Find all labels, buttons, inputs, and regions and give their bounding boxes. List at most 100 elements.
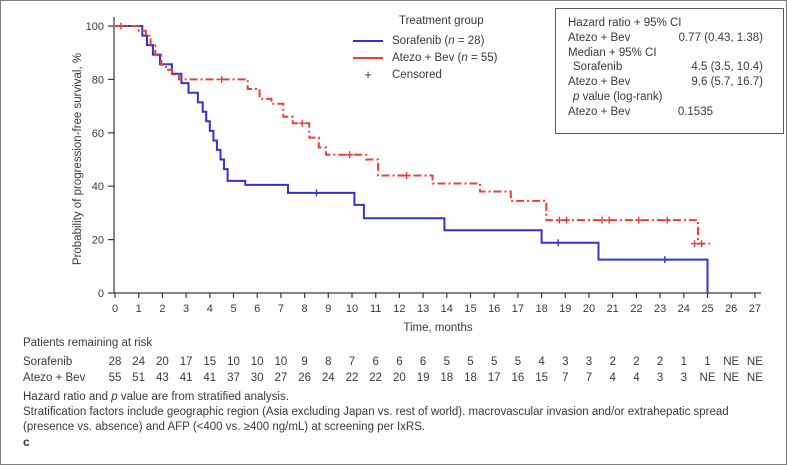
x-tick-label: 11 bbox=[370, 303, 381, 315]
censored-plus-icon: + bbox=[364, 67, 372, 82]
atezo-bev-line-swatch bbox=[353, 56, 383, 59]
x-tick-label: 17 bbox=[512, 303, 524, 315]
at-risk-value: 2 bbox=[609, 356, 616, 368]
footnote-line-1: Hazard ratio and p value are from strati… bbox=[23, 391, 289, 403]
at-risk-value: 7 bbox=[562, 372, 569, 384]
stats-row-median-sorafenib: Sorafenib 4.5 (3.5, 10.4) bbox=[573, 61, 763, 74]
at-risk-value: 55 bbox=[108, 372, 122, 384]
at-risk-row-label: Atezo + Bev bbox=[23, 372, 86, 384]
at-risk-value: NE bbox=[723, 372, 740, 384]
x-tick-label: 18 bbox=[535, 303, 547, 315]
at-risk-value: 18 bbox=[464, 372, 477, 384]
at-risk-value: 22 bbox=[369, 372, 383, 384]
km-curve-atezo-bev bbox=[115, 25, 710, 245]
x-tick-label: 20 bbox=[583, 303, 595, 315]
at-risk-value: 30 bbox=[250, 372, 264, 384]
stats-row-pvalue-header: p value (log-rank) bbox=[573, 90, 663, 103]
at-risk-value: 10 bbox=[274, 356, 288, 368]
at-risk-value: NE bbox=[723, 356, 740, 368]
x-tick-label: 1 bbox=[136, 303, 142, 315]
stats-row-median-atezo: Atezo + Bev 9.6 (5.7, 16.7) bbox=[568, 76, 763, 89]
at-risk-value: 22 bbox=[345, 372, 359, 384]
at-risk-value: 5 bbox=[514, 356, 522, 368]
at-risk-value: 6 bbox=[372, 356, 379, 368]
at-risk-value: 3 bbox=[680, 372, 687, 384]
y-axis-label: Probability of progression-free survival… bbox=[72, 53, 84, 265]
at-risk-value: NE bbox=[699, 372, 716, 384]
at-risk-value: 6 bbox=[396, 356, 403, 368]
y-tick-label: 0 bbox=[98, 288, 104, 300]
at-risk-value: 10 bbox=[227, 356, 240, 368]
at-risk-value: 24 bbox=[321, 372, 335, 384]
at-risk-value: 3 bbox=[585, 356, 593, 368]
y-tick-label: 40 bbox=[92, 181, 104, 193]
at-risk-value: 1 bbox=[680, 356, 687, 368]
legend-item-label: Sorafenib (n = 28) bbox=[392, 34, 485, 47]
x-tick-label: 24 bbox=[678, 303, 690, 315]
x-tick-label: 4 bbox=[207, 303, 213, 315]
x-tick-label: 25 bbox=[701, 303, 713, 315]
at-risk-value: NE bbox=[746, 372, 763, 384]
at-risk-value: 4 bbox=[609, 372, 616, 384]
at-risk-value: 3 bbox=[656, 372, 664, 384]
at-risk-value: 4 bbox=[633, 372, 640, 384]
at-risk-value: 41 bbox=[179, 372, 193, 384]
at-risk-value: 7 bbox=[348, 356, 356, 368]
stats-row-median-header: Median + 95% CI bbox=[568, 46, 657, 59]
legend-item-censored: + Censored bbox=[353, 66, 498, 83]
x-tick-label: 15 bbox=[464, 303, 476, 315]
at-risk-value: 2 bbox=[633, 356, 640, 368]
at-risk-value: 43 bbox=[155, 372, 169, 384]
legend-item-sorafenib: Sorafenib (n = 28) bbox=[353, 32, 498, 49]
x-tick-label: 26 bbox=[725, 303, 737, 315]
legend-item-label: Censored bbox=[392, 68, 442, 81]
legend-item-label: Atezo + Bev (n = 55) bbox=[392, 51, 498, 64]
at-risk-value: 51 bbox=[132, 372, 146, 384]
x-tick-label: 12 bbox=[393, 303, 405, 315]
x-tick-label: 0 bbox=[112, 303, 118, 315]
y-tick-label: 100 bbox=[86, 21, 104, 33]
at-risk-value: 18 bbox=[440, 372, 454, 384]
x-tick-label: 14 bbox=[441, 303, 453, 315]
sorafenib-line-swatch bbox=[353, 39, 383, 42]
at-risk-value: 16 bbox=[511, 372, 525, 384]
stats-row-hr-value: Atezo + Bev 0.77 (0.43, 1.38) bbox=[568, 31, 763, 44]
stats-box: Hazard ratio + 95% CI Atezo + Bev 0.77 (0… bbox=[555, 8, 784, 134]
at-risk-value: 20 bbox=[392, 372, 406, 384]
at-risk-value: 15 bbox=[203, 356, 217, 368]
x-tick-label: 7 bbox=[278, 303, 284, 315]
at-risk-value: 7 bbox=[585, 372, 593, 384]
at-risk-value: 28 bbox=[108, 356, 122, 368]
at-risk-value: 3 bbox=[562, 356, 569, 368]
footnote-line-2: Stratification factors include geographi… bbox=[23, 406, 729, 418]
x-tick-label: 8 bbox=[302, 303, 308, 315]
at-risk-value: 9 bbox=[301, 356, 308, 368]
stats-row-pvalue: Atezo + Bev 0.1535 bbox=[568, 105, 713, 118]
at-risk-value: 5 bbox=[467, 356, 474, 368]
x-tick-label: 9 bbox=[325, 303, 331, 315]
y-tick-label: 20 bbox=[92, 235, 104, 247]
x-tick-label: 27 bbox=[749, 303, 761, 315]
x-tick-label: 10 bbox=[346, 303, 358, 315]
at-risk-value: 27 bbox=[274, 372, 288, 384]
legend: Treatment group Sorafenib (n = 28) Atezo… bbox=[353, 14, 498, 83]
at-risk-value: 26 bbox=[298, 372, 311, 384]
at-risk-value: 24 bbox=[132, 356, 146, 368]
x-tick-label: 23 bbox=[654, 303, 666, 315]
x-tick-label: 19 bbox=[559, 303, 571, 315]
x-tick-label: 16 bbox=[488, 303, 500, 315]
x-tick-label: 3 bbox=[183, 303, 189, 315]
x-tick-label: 22 bbox=[630, 303, 642, 315]
x-tick-label: 6 bbox=[254, 303, 260, 315]
y-tick-label: 80 bbox=[92, 74, 104, 86]
at-risk-value: 6 bbox=[419, 356, 427, 368]
at-risk-value: 5 bbox=[443, 356, 450, 368]
y-tick-label: 60 bbox=[92, 128, 104, 140]
at-risk-value: 37 bbox=[227, 372, 240, 384]
at-risk-value: 5 bbox=[490, 356, 498, 368]
at-risk-value: 8 bbox=[325, 356, 332, 368]
km-curve-sorafenib bbox=[115, 25, 709, 293]
at-risk-value: NE bbox=[746, 356, 763, 368]
x-tick-label: 5 bbox=[230, 303, 236, 315]
